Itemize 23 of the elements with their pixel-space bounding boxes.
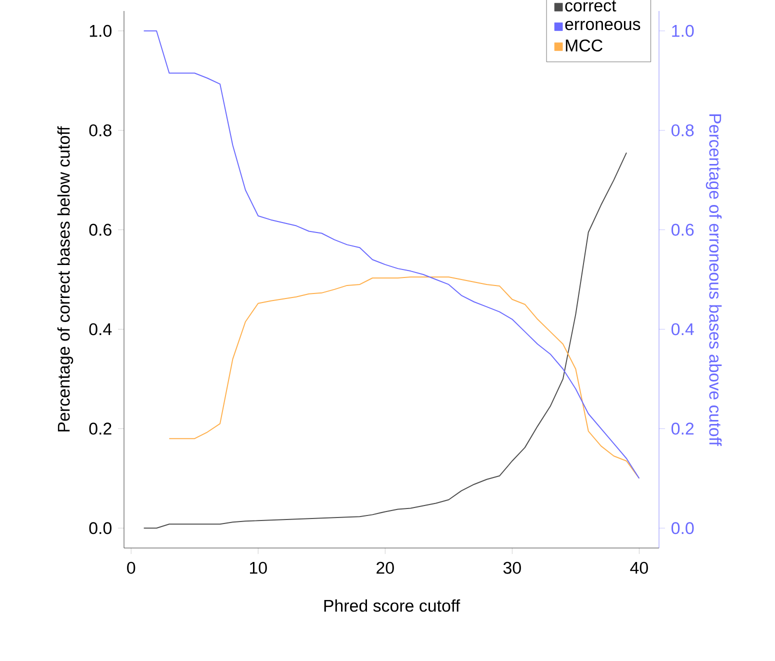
x-axis-title: Phred score cutoff: [324, 599, 460, 612]
y-tick-label: 0.8: [89, 124, 112, 136]
legend-label: MCC: [566, 40, 602, 52]
legend-label: correct: [565, 0, 616, 12]
y-tick-label: 0.0: [89, 522, 112, 534]
y-tick-label: 0.6: [89, 224, 112, 236]
y2-tick-label: 0.4: [672, 323, 694, 336]
y2-tick-label: 0.8: [672, 124, 694, 136]
y-axis-title: Percentage of correct bases below cutoff: [57, 126, 74, 432]
x-tick-label: 10: [250, 562, 267, 574]
y-tick-label: 0.2: [89, 422, 112, 435]
x-tick-label: 0: [127, 562, 136, 574]
y-tick-label: 0.4: [89, 323, 112, 336]
y2-tick-label: 0.2: [672, 422, 694, 435]
x-tick-label: 40: [630, 562, 648, 574]
y-tick-label: 1.0: [90, 24, 112, 37]
x-tick-label: 30: [503, 562, 521, 574]
y2-tick-label: 0.0: [672, 522, 694, 534]
x-tick-label: 20: [376, 562, 394, 574]
y2-tick-label: 0.6: [672, 224, 694, 236]
y2-tick-label: 1.0: [672, 24, 694, 37]
legend-label: erroneous: [565, 20, 640, 30]
y2-axis-title: Percentage of erroneous bases above cutoff: [706, 114, 722, 446]
